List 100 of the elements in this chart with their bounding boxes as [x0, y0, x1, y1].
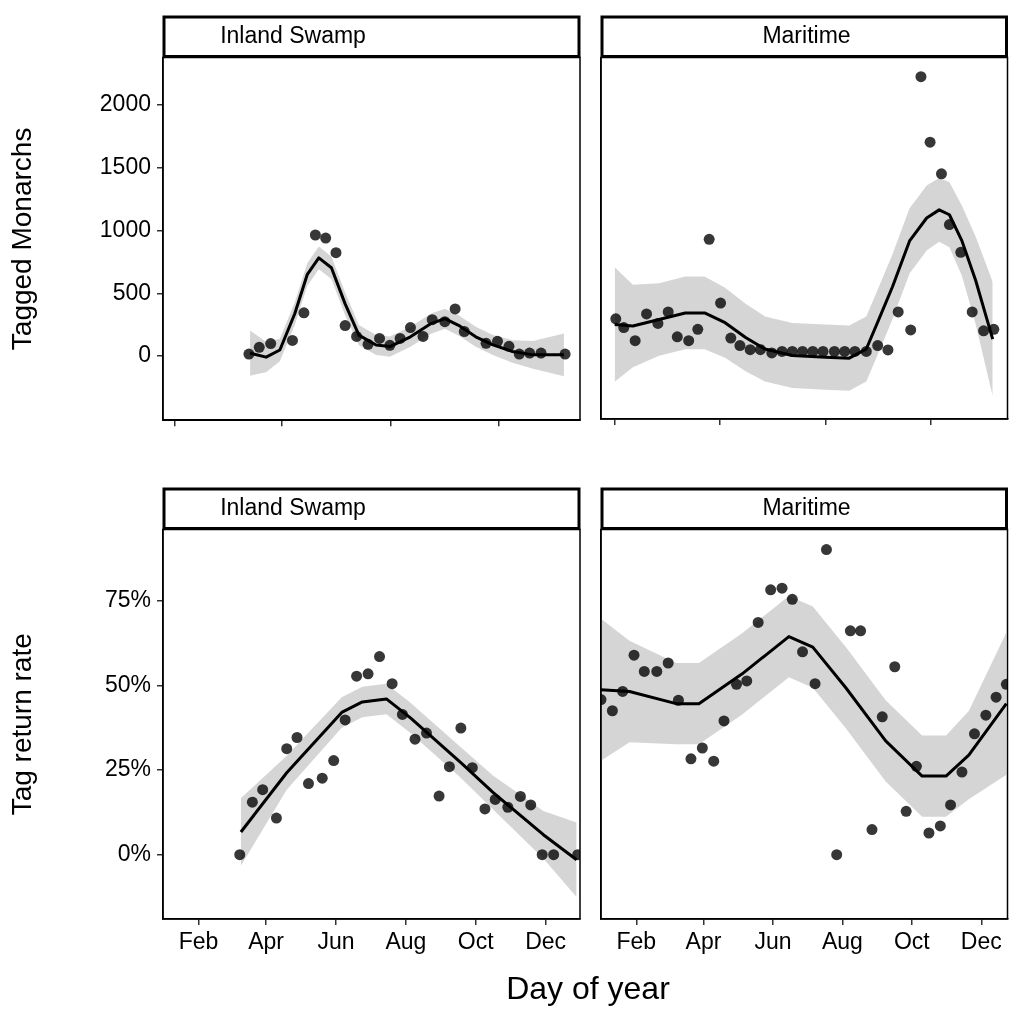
point [265, 338, 277, 350]
point [905, 324, 917, 336]
x-tick-label: Aug [821, 928, 863, 955]
point [629, 335, 641, 347]
point [417, 330, 429, 342]
point [889, 661, 901, 673]
y-axis-title: Tag return rate [5, 633, 37, 816]
point [409, 733, 421, 745]
point [339, 714, 351, 726]
point [744, 344, 756, 356]
point [433, 790, 445, 802]
point [257, 784, 269, 796]
point [978, 325, 990, 337]
x-tick-label: Jun [317, 928, 355, 955]
point [741, 675, 753, 687]
x-tick-label: Dec [960, 928, 1002, 955]
point [900, 805, 912, 817]
point [536, 849, 548, 861]
point [872, 340, 884, 352]
point [820, 544, 832, 556]
point [374, 651, 386, 663]
y-tick-label: 75% [104, 586, 151, 613]
y-tick-label: 1500 [99, 153, 151, 180]
point [892, 306, 904, 318]
point [246, 796, 258, 808]
point [956, 766, 968, 778]
y-axis-title: Tagged Monarchs [5, 127, 37, 351]
point [374, 332, 386, 344]
point [651, 665, 663, 677]
point [641, 308, 653, 320]
chart-title: Maritime [762, 22, 851, 49]
point [703, 233, 715, 245]
point [330, 247, 342, 259]
x-tick-label: Jun [754, 928, 792, 955]
point [968, 728, 980, 740]
point [683, 335, 695, 347]
x-tick-label: Dec [525, 928, 567, 955]
point [328, 755, 340, 767]
point [797, 646, 809, 658]
point [386, 678, 398, 690]
point [606, 705, 618, 717]
x-axis-title: Day of year [505, 970, 671, 1007]
y-tick-label: 2000 [99, 90, 151, 117]
point [286, 334, 298, 346]
point [839, 345, 851, 357]
x-tick-label: Apr [685, 928, 722, 955]
point [662, 657, 674, 669]
point [734, 340, 746, 352]
point [731, 678, 742, 690]
point [253, 341, 265, 353]
point [525, 799, 537, 811]
point [752, 616, 764, 628]
point [923, 827, 935, 839]
point [610, 313, 622, 325]
point [725, 332, 737, 344]
point [915, 71, 927, 83]
point [281, 743, 293, 755]
point [449, 303, 461, 315]
point [270, 812, 282, 824]
point [638, 665, 650, 677]
x-tick-label: Apr [248, 928, 285, 955]
point [935, 168, 947, 180]
point [696, 742, 708, 754]
point [320, 232, 332, 244]
x-tick-label: Oct [893, 928, 931, 955]
point [828, 345, 840, 357]
point [876, 711, 888, 723]
point [309, 229, 321, 241]
point [628, 649, 640, 661]
point [980, 709, 992, 721]
y-tick-label: 0 [138, 341, 151, 368]
y-tick-label: 50% [104, 670, 151, 697]
point [548, 849, 560, 861]
y-tick-label: 0% [117, 840, 151, 867]
point [514, 790, 526, 802]
y-tick-label: 500 [112, 278, 151, 305]
chart-title: Maritime [762, 494, 851, 521]
point [855, 625, 867, 637]
chart-title: Inland Swamp [220, 494, 366, 521]
point [708, 755, 720, 767]
point [844, 625, 856, 637]
x-tick-label: Feb [616, 928, 657, 955]
point [718, 715, 730, 727]
point [298, 307, 310, 319]
point [692, 323, 704, 335]
point [809, 678, 821, 690]
point [715, 297, 727, 309]
point [831, 849, 843, 861]
x-tick-label: Oct [457, 928, 495, 955]
point [234, 849, 246, 861]
point [934, 820, 946, 832]
point [316, 772, 328, 784]
point [882, 344, 894, 356]
chart-title: Inland Swamp [220, 22, 366, 49]
point [291, 732, 303, 744]
point [351, 670, 363, 682]
point [479, 803, 491, 815]
point [776, 582, 788, 594]
point [786, 593, 798, 605]
point [443, 761, 455, 773]
